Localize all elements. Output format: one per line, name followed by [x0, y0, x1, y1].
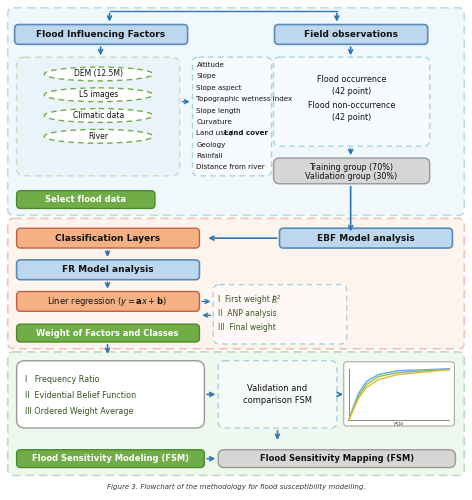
Text: $R^2$: $R^2$ [270, 293, 281, 306]
FancyBboxPatch shape [344, 362, 455, 426]
FancyBboxPatch shape [17, 292, 200, 312]
Text: Slope: Slope [196, 74, 216, 80]
Text: Geology: Geology [196, 142, 226, 148]
Text: Slope aspect: Slope aspect [196, 85, 242, 91]
Text: I   Frequency Ratio: I Frequency Ratio [25, 375, 99, 384]
Text: River: River [89, 132, 109, 141]
Text: Land use /: Land use / [196, 130, 233, 136]
Text: Select flood data: Select flood data [45, 195, 126, 204]
Text: Curvature: Curvature [196, 119, 232, 125]
FancyBboxPatch shape [274, 158, 430, 184]
Text: FSM: FSM [393, 422, 403, 426]
Text: Flood Sensitivity Modeling (FSM): Flood Sensitivity Modeling (FSM) [32, 454, 189, 463]
Text: FR Model analysis: FR Model analysis [62, 266, 153, 274]
Text: comparison FSM: comparison FSM [243, 396, 312, 405]
FancyBboxPatch shape [218, 361, 337, 428]
Ellipse shape [44, 67, 153, 81]
FancyBboxPatch shape [17, 57, 180, 176]
FancyBboxPatch shape [8, 352, 464, 476]
FancyBboxPatch shape [17, 260, 200, 280]
Text: Training group (70%): Training group (70%) [310, 164, 394, 172]
FancyBboxPatch shape [17, 450, 204, 468]
Text: III Ordered Weight Average: III Ordered Weight Average [25, 406, 133, 416]
Ellipse shape [44, 88, 153, 102]
FancyBboxPatch shape [218, 450, 455, 468]
Ellipse shape [44, 130, 153, 143]
FancyBboxPatch shape [17, 190, 155, 208]
FancyBboxPatch shape [17, 361, 204, 428]
Text: Classification Layers: Classification Layers [55, 234, 160, 242]
FancyBboxPatch shape [274, 57, 430, 146]
Text: Weight of Factors and Classes: Weight of Factors and Classes [36, 328, 179, 338]
Ellipse shape [44, 108, 153, 122]
FancyBboxPatch shape [193, 57, 271, 176]
Text: EBF Model analysis: EBF Model analysis [317, 234, 414, 242]
Text: Climatic data: Climatic data [73, 111, 124, 120]
FancyBboxPatch shape [8, 8, 464, 216]
FancyBboxPatch shape [8, 218, 464, 349]
Text: Land cover: Land cover [224, 130, 268, 136]
Text: Validation and: Validation and [247, 384, 308, 393]
Text: Topographic wetness index: Topographic wetness index [196, 96, 293, 102]
Text: (42 point): (42 point) [332, 113, 371, 122]
FancyBboxPatch shape [213, 284, 346, 344]
Text: Figure 3. Flowchart of the methodology for flood susceptibility modelling.: Figure 3. Flowchart of the methodology f… [107, 484, 365, 490]
FancyBboxPatch shape [275, 24, 428, 44]
Text: Field observations: Field observations [303, 30, 397, 39]
Text: II  Evidential Belief Function: II Evidential Belief Function [25, 391, 135, 400]
Text: Flood non-occurrence: Flood non-occurrence [308, 101, 396, 110]
Text: Validation group (30%): Validation group (30%) [305, 172, 398, 182]
Text: (42 point): (42 point) [332, 88, 371, 96]
Text: Flood Influencing Factors: Flood Influencing Factors [36, 30, 165, 39]
Text: I  First weight (: I First weight ( [218, 295, 276, 304]
Text: Liner regression ($y = \mathbf{a}x + \mathbf{b}$): Liner regression ($y = \mathbf{a}x + \ma… [48, 295, 168, 308]
FancyBboxPatch shape [17, 228, 200, 248]
Text: Slope length: Slope length [196, 108, 241, 114]
Text: DEM (12.5M): DEM (12.5M) [74, 70, 123, 78]
Text: Altitude: Altitude [196, 62, 224, 68]
Text: III  Final weight: III Final weight [218, 322, 276, 332]
Text: Flood occurrence: Flood occurrence [317, 76, 386, 84]
Text: LS images: LS images [79, 90, 118, 99]
FancyBboxPatch shape [279, 228, 453, 248]
Text: Flood Sensitivity Mapping (FSM): Flood Sensitivity Mapping (FSM) [260, 454, 414, 463]
Text: II  ANP analysis: II ANP analysis [218, 309, 277, 318]
Text: Rainfall: Rainfall [196, 153, 223, 159]
FancyBboxPatch shape [17, 324, 200, 342]
Text: Distance from river: Distance from river [196, 164, 265, 170]
FancyBboxPatch shape [15, 24, 187, 44]
